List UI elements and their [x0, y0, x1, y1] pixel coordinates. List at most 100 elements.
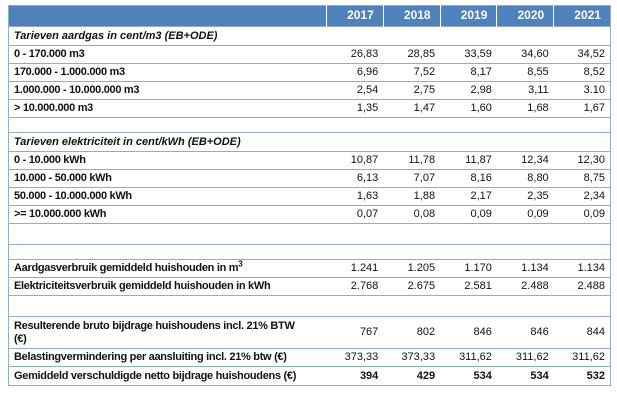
cell-value: 0,07	[356, 208, 379, 221]
cell-value: 1.134	[577, 262, 605, 275]
cell-value: 2.488	[521, 280, 549, 293]
table-row: 170.000 - 1.000.000 m3 6,96 7,52 8,17 8,55 8,…	[8, 63, 611, 82]
spacer-row	[8, 117, 611, 133]
cell-value: 6,13	[356, 172, 379, 185]
cell-value: 373,33	[401, 351, 436, 364]
cell-value: 846	[530, 326, 549, 339]
row-label: 1.000.000 - 10.000.000 m3	[14, 84, 140, 97]
cell-value: 12,34	[521, 154, 549, 167]
cell-value: 0,09	[583, 208, 605, 221]
tariff-table: 2017 2018 2019 2020 2021 Tarieven aardga…	[8, 5, 611, 386]
row-label: 0 - 10.000 kWh	[14, 154, 86, 167]
cell-value: 3,11	[528, 84, 549, 97]
cell-value: 311,62	[572, 351, 605, 364]
cell-value: 2.488	[577, 280, 605, 293]
table-row: 1.000.000 - 10.000.000 m3 2,54 2,75 2,98 3,1…	[8, 81, 611, 100]
cell-value: 532	[586, 369, 605, 382]
cell-value: 8,52	[583, 66, 605, 79]
cell-value: 8,75	[583, 172, 605, 185]
cell-value: 0,08	[413, 208, 436, 221]
spacer-row	[8, 244, 611, 260]
cell-value: 373,33	[344, 351, 379, 364]
cell-value: 1,63	[356, 190, 379, 203]
row-label: Belastingvermindering per aansluiting in…	[14, 351, 287, 364]
cell-value: 1,68	[527, 102, 549, 115]
cell-value: 2,98	[470, 84, 492, 97]
cell-value: 2,34	[583, 190, 605, 203]
cell-value: 1,67	[583, 102, 605, 115]
header-year-2017: 2017	[326, 5, 384, 27]
table-row: >= 10.000.000 kWh 0,07 0,08 0,09 0,09 0,09	[8, 205, 611, 224]
cell-value: 3.10	[583, 84, 605, 97]
row-label: >= 10.000.000 kWh	[14, 208, 107, 221]
row-label: 10.000 - 50.000 kWh	[14, 172, 112, 185]
cell-value: 8,17	[470, 66, 492, 79]
cell-value: 2.581	[464, 280, 492, 293]
cell-value: 26,83	[350, 48, 379, 61]
cell-value: 10,87	[350, 154, 379, 167]
cell-value: 1.205	[407, 262, 436, 275]
row-label: Aardgasverbruik gemiddeld huishouden in …	[14, 259, 243, 275]
section-header-row: Tarieven elektriciteit in cent/kWh (EB+O…	[8, 132, 611, 152]
cell-value: 2,75	[413, 84, 436, 97]
cell-value: 11,87	[465, 154, 492, 167]
cell-value: 34,60	[521, 48, 549, 61]
cell-value: 2,35	[527, 190, 549, 203]
cell-value: 2.675	[407, 280, 436, 293]
cell-value: 1,88	[413, 190, 436, 203]
table-row: 0 - 10.000 kWh 10,87 11,78 11,87 12,34 12,30	[8, 151, 611, 170]
table-row: Aardgasverbruik gemiddeld huishouden in …	[8, 259, 611, 278]
cell-value: 429	[416, 369, 436, 382]
row-label: > 10.000.000 m3	[14, 102, 93, 115]
cell-value: 802	[416, 326, 436, 339]
row-label: Elektriciteitsverbruik gemiddeld huishou…	[14, 280, 271, 293]
row-label: Gemiddeld verschuldigde netto bijdrage h…	[14, 369, 297, 382]
cell-value: 394	[359, 369, 379, 382]
row-label: 0 - 170.000 m3	[14, 48, 85, 61]
cell-value: 12,30	[577, 154, 605, 167]
cell-value: 8,16	[470, 172, 492, 185]
cell-value: 2.768	[350, 280, 379, 293]
cell-value: 8,55	[527, 66, 549, 79]
header-year-2020: 2020	[496, 5, 554, 27]
row-label: Resulterende bruto bijdrage huishoudens …	[14, 319, 295, 345]
spacer-cell	[9, 296, 611, 317]
cell-value: 1.241	[350, 262, 379, 275]
cell-value: 1.170	[464, 262, 492, 275]
cell-value: 28,85	[407, 48, 436, 61]
cell-value: 1,47	[413, 102, 436, 115]
cell-value: 7,52	[413, 66, 436, 79]
cell-value: 6,96	[356, 66, 379, 79]
spacer-cell	[9, 224, 611, 245]
table-row: Belastingvermindering per aansluiting in…	[8, 348, 611, 367]
row-label: 170.000 - 1.000.000 m3	[14, 66, 125, 79]
cell-value: 534	[530, 369, 549, 382]
header-empty-cell	[9, 6, 327, 27]
cell-value: 34,52	[577, 48, 605, 61]
spacer-cell	[9, 245, 611, 260]
row-label: 50.000 - 10.000.000 kWh	[14, 190, 132, 203]
cell-value: 846	[473, 326, 492, 339]
cell-value: 33,59	[464, 48, 492, 61]
table-row: > 10.000.000 m3 1,35 1,47 1,60 1,68 1,67	[8, 99, 611, 118]
cell-value: 1,35	[356, 102, 379, 115]
header-year-2021: 2021	[553, 5, 611, 27]
header-year-2018: 2018	[382, 5, 441, 27]
cell-value: 2,54	[356, 84, 379, 97]
label-superscript: 3	[238, 259, 243, 269]
cell-value: 534	[473, 369, 492, 382]
table-header-row: 2017 2018 2019 2020 2021	[8, 5, 611, 27]
cell-value: 8,80	[527, 172, 549, 185]
cell-value: 7,07	[413, 172, 436, 185]
table-row: Resulterende bruto bijdrage huishoudens …	[8, 316, 611, 349]
cell-value: 11,78	[408, 154, 436, 167]
section-title: Tarieven aardgas in cent/m3 (EB+ODE)	[14, 29, 218, 42]
section-header-row: Tarieven aardgas in cent/m3 (EB+ODE)	[8, 26, 611, 46]
table-row: 0 - 170.000 m3 26,83 28,85 33,59 34,60 34,52	[8, 45, 611, 64]
cell-value: 0,09	[527, 208, 549, 221]
header-year-2019: 2019	[439, 5, 497, 27]
section-title: Tarieven elektriciteit in cent/kWh (EB+O…	[14, 135, 241, 148]
cell-value: 1,60	[470, 102, 492, 115]
table-row: 50.000 - 10.000.000 kWh 1,63 1,88 2,17 2,35 2…	[8, 187, 611, 206]
